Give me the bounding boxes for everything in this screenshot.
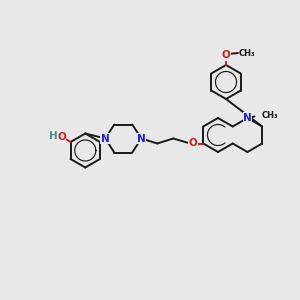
Text: CH₃: CH₃ <box>239 49 256 58</box>
Text: N: N <box>101 134 110 143</box>
Text: O: O <box>189 139 198 148</box>
Text: O: O <box>222 50 230 60</box>
Text: H: H <box>49 131 58 141</box>
Text: CH₃: CH₃ <box>261 110 278 119</box>
Text: O: O <box>57 132 66 142</box>
Text: N: N <box>137 134 146 143</box>
Text: N: N <box>243 113 252 123</box>
